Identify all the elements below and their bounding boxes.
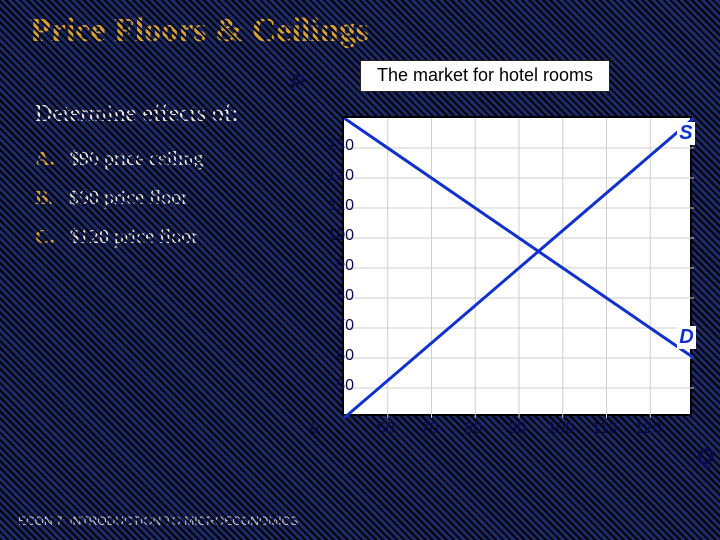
plot-area — [342, 116, 692, 416]
page-title: Price Floors & Ceilings — [30, 12, 369, 50]
y-tick-label: 60 — [314, 347, 354, 365]
y-axis-label: P — [290, 70, 305, 96]
y-tick-label: 120 — [314, 167, 354, 185]
plot-svg — [344, 118, 694, 418]
list-item: A. $90 price ceiling — [35, 147, 265, 172]
y-tick-label: 70 — [314, 317, 354, 335]
y-tick-label: 90 — [314, 257, 354, 275]
y-tick-label: 50 — [314, 377, 354, 395]
demand-label: D — [677, 326, 695, 349]
item-marker: A. — [35, 147, 54, 172]
x-tick-label: 90 — [508, 420, 526, 438]
x-tick-label: 70 — [421, 420, 439, 438]
y-tick-label: 80 — [314, 287, 354, 305]
origin-label: 0 — [310, 420, 319, 438]
x-tick-label: 80 — [464, 420, 482, 438]
y-tick-label: 100 — [314, 227, 354, 245]
item-text: $120 price floor — [69, 226, 198, 248]
x-tick-label: 100 — [547, 420, 574, 438]
y-tick-label: 130 — [314, 137, 354, 155]
chart-container: The market for hotel rooms P Q 0 5060708… — [280, 60, 710, 480]
list-item: B. $90 price floor — [35, 186, 265, 211]
item-text: $90 price ceiling — [69, 148, 203, 170]
footer-text: ECON 7: INTRODUCTION TO MICROECONOMICS — [18, 514, 298, 528]
x-tick-label: 60 — [377, 420, 395, 438]
x-axis-label: Q — [697, 444, 714, 470]
x-tick-label: 110 — [592, 420, 618, 438]
y-tick-label: 110 — [314, 197, 354, 215]
item-marker: C. — [35, 225, 54, 250]
item-text: $90 price floor — [69, 187, 188, 209]
chart-title: The market for hotel rooms — [360, 60, 610, 92]
item-marker: B. — [35, 186, 53, 211]
question-list: A. $90 price ceiling B. $90 price floor … — [35, 147, 265, 250]
question-prompt: Determine effects of: — [35, 100, 265, 129]
question-block: Determine effects of: A. $90 price ceili… — [35, 100, 265, 264]
list-item: C. $120 price floor — [35, 225, 265, 250]
x-tick-label: 120 — [635, 420, 662, 438]
supply-label: S — [677, 122, 694, 145]
